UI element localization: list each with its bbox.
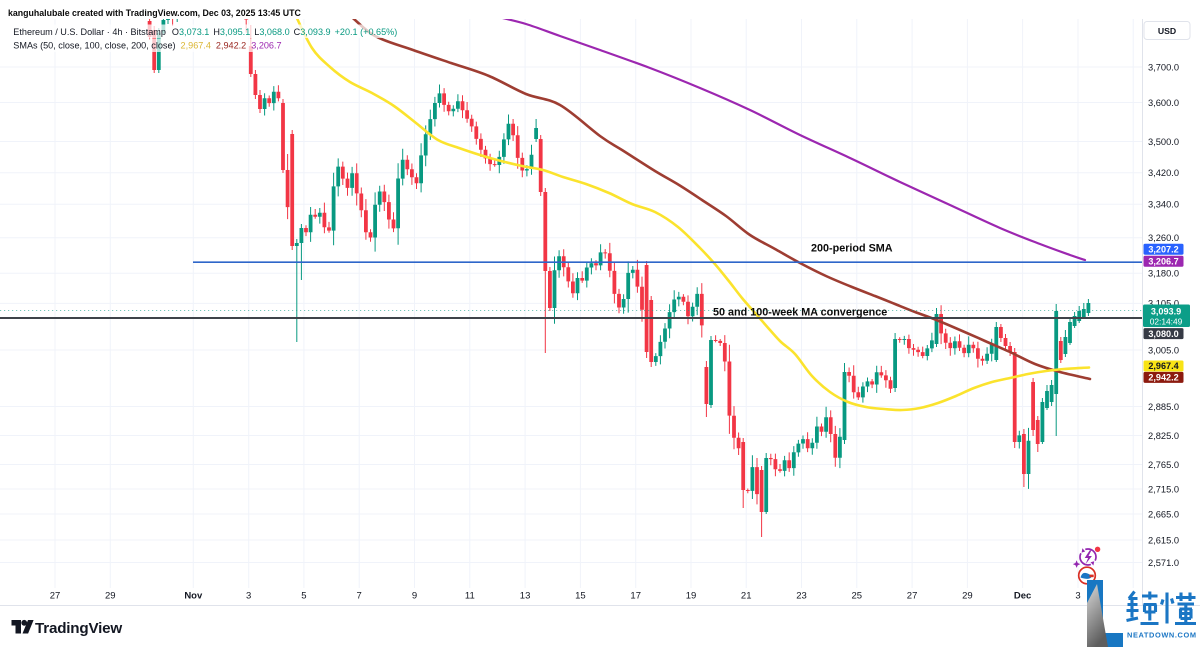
svg-text:TradingView: TradingView [35, 620, 122, 637]
svg-text:02:14:49: 02:14:49 [1150, 316, 1183, 326]
svg-text:25: 25 [852, 591, 863, 602]
svg-text:23: 23 [796, 591, 807, 602]
svg-text:3,700.0: 3,700.0 [1148, 62, 1179, 72]
svg-text:15: 15 [575, 591, 586, 602]
svg-text:29: 29 [962, 591, 973, 602]
svg-text:3,420.0: 3,420.0 [1148, 168, 1179, 178]
svg-text:19: 19 [686, 591, 697, 602]
svg-text:3,005.0: 3,005.0 [1148, 345, 1179, 355]
svg-text:17: 17 [630, 591, 641, 602]
svg-text:50 and 100-week MA convergence: 50 and 100-week MA convergence [713, 306, 887, 318]
svg-text:2,967.4: 2,967.4 [1148, 361, 1179, 371]
svg-text:USD: USD [1158, 26, 1176, 36]
svg-text:7: 7 [357, 591, 362, 602]
svg-text:3,340.0: 3,340.0 [1148, 200, 1179, 210]
svg-text:2,885.0: 2,885.0 [1148, 402, 1179, 412]
svg-text:27: 27 [50, 591, 61, 602]
svg-text:Ethereum / U.S. Dollar · 4h ·: Ethereum / U.S. Dollar · 4h · Bitstamp O3… [13, 27, 397, 37]
svg-text:200-period SMA: 200-period SMA [811, 243, 893, 255]
svg-text:5: 5 [301, 591, 306, 602]
svg-text:3,206.7: 3,206.7 [1148, 257, 1178, 267]
svg-text:13: 13 [520, 591, 531, 602]
svg-text:3,180.0: 3,180.0 [1148, 269, 1179, 279]
svg-text:21: 21 [741, 591, 752, 602]
svg-text:9: 9 [412, 591, 417, 602]
svg-text:29: 29 [105, 591, 116, 602]
svg-text:3,207.2: 3,207.2 [1148, 244, 1178, 254]
svg-text:2,942.2: 2,942.2 [1148, 373, 1178, 383]
svg-text:kanguhalubale created with Tra: kanguhalubale created with TradingView.c… [8, 8, 301, 18]
svg-text:2,825.0: 2,825.0 [1148, 431, 1179, 441]
svg-text:Nov: Nov [184, 591, 203, 602]
svg-text:11: 11 [465, 591, 475, 602]
svg-text:2,665.0: 2,665.0 [1148, 509, 1179, 519]
svg-text:3,093.9: 3,093.9 [1151, 307, 1181, 317]
svg-text:3,600.0: 3,600.0 [1148, 98, 1179, 108]
svg-text:2,571.0: 2,571.0 [1148, 558, 1179, 568]
svg-text:2,765.0: 2,765.0 [1148, 460, 1179, 470]
svg-text:3: 3 [1075, 591, 1080, 602]
svg-text:3: 3 [246, 591, 251, 602]
svg-text:3,260.0: 3,260.0 [1148, 233, 1179, 243]
svg-text:SMAs (50, close, 100, close, 2: SMAs (50, close, 100, close, 200, close)… [13, 40, 281, 50]
svg-text:NEATDOWN.COM: NEATDOWN.COM [1127, 631, 1196, 640]
svg-text:2,615.0: 2,615.0 [1148, 535, 1179, 545]
svg-text:3,105.0: 3,105.0 [1148, 299, 1179, 309]
svg-text:2,715.0: 2,715.0 [1148, 484, 1179, 494]
svg-text:3,080.0: 3,080.0 [1148, 329, 1178, 339]
svg-text:Dec: Dec [1014, 591, 1031, 602]
svg-text:3,500.0: 3,500.0 [1148, 137, 1179, 147]
svg-text:27: 27 [907, 591, 918, 602]
